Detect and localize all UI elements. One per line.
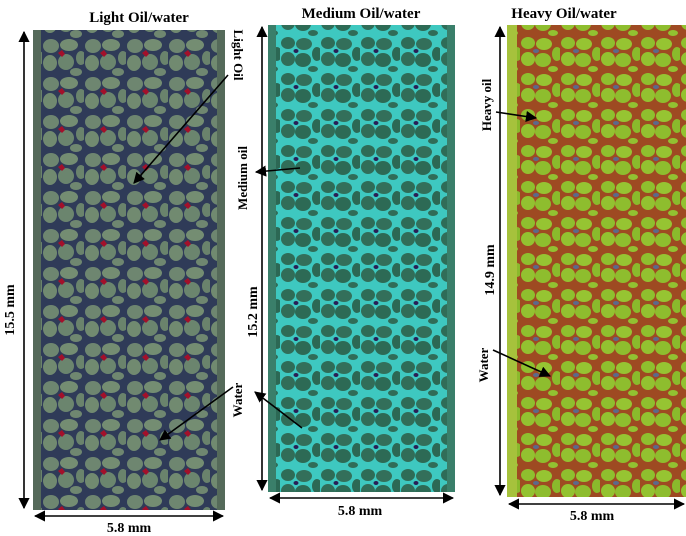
ct-image xyxy=(507,25,686,497)
image-edge xyxy=(33,30,41,510)
height-label: 15.2 mm xyxy=(246,286,261,338)
height-label: 15.5 mm xyxy=(3,284,18,336)
ct-image xyxy=(33,30,225,510)
width-label: 5.8 mm xyxy=(338,504,383,519)
image-edge xyxy=(447,25,455,492)
height-label: 14.9 mm xyxy=(483,244,498,296)
panel-title: Medium Oil/water xyxy=(302,6,421,22)
water-arrow xyxy=(254,391,303,429)
panel-heavy: Heavy Oil/water 14.9 mm 5.8 mm Heavy oil… xyxy=(476,6,686,524)
width-label: 5.8 mm xyxy=(107,521,152,536)
water-arrow xyxy=(492,349,552,377)
oil-arrow xyxy=(495,110,538,123)
width-label: 5.8 mm xyxy=(570,509,615,524)
panel-title: Heavy Oil/water xyxy=(511,6,617,22)
oil-arrow xyxy=(133,74,229,184)
water-label: Water xyxy=(230,382,245,417)
water-arrow xyxy=(159,386,234,441)
water-label: Water xyxy=(476,347,491,382)
oil-label: Light Oil xyxy=(231,30,246,81)
image-edge xyxy=(217,30,225,510)
panel-medium: Medium Oil/water 15.2 mm 5.8 mm Medium o… xyxy=(235,6,455,519)
oil-label: Heavy oil xyxy=(479,78,494,131)
image-edge xyxy=(268,25,276,492)
ct-image xyxy=(268,25,455,492)
panel-title: Light Oil/water xyxy=(89,10,189,26)
oil-label: Medium oil xyxy=(235,146,250,210)
panel-light: Light Oil/water 15.5 mm 5.8 mm Light Oil… xyxy=(3,10,246,536)
image-edge xyxy=(507,25,517,497)
oil-arrow xyxy=(254,165,301,177)
